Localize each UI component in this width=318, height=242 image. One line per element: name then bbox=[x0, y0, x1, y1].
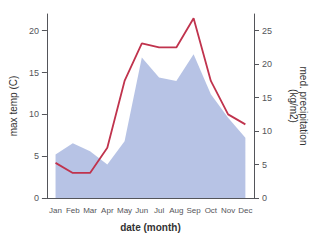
svg-text:0: 0 bbox=[34, 193, 39, 203]
svg-text:Jun: Jun bbox=[135, 206, 148, 215]
svg-text:May: May bbox=[117, 206, 132, 215]
svg-text:Mar: Mar bbox=[83, 206, 97, 215]
svg-text:Nov: Nov bbox=[221, 206, 235, 215]
svg-text:med. precipitation: med. precipitation bbox=[297, 66, 309, 146]
svg-text:Jul: Jul bbox=[154, 206, 164, 215]
svg-text:20: 20 bbox=[262, 59, 272, 69]
svg-text:20: 20 bbox=[29, 26, 39, 36]
svg-text:15: 15 bbox=[29, 68, 39, 78]
svg-text:Feb: Feb bbox=[66, 206, 80, 215]
svg-text:date (month): date (month) bbox=[120, 222, 181, 233]
svg-text:Oct: Oct bbox=[205, 206, 218, 215]
svg-text:5: 5 bbox=[34, 151, 39, 161]
svg-text:10: 10 bbox=[262, 126, 272, 136]
svg-text:max temp (C): max temp (C) bbox=[8, 76, 19, 137]
svg-text:25: 25 bbox=[262, 26, 272, 36]
svg-text:5: 5 bbox=[262, 160, 267, 170]
svg-text:15: 15 bbox=[262, 93, 272, 103]
svg-text:Apr: Apr bbox=[101, 206, 114, 215]
svg-text:Jan: Jan bbox=[49, 206, 62, 215]
svg-text:Aug: Aug bbox=[169, 206, 183, 215]
svg-text:0: 0 bbox=[262, 193, 267, 203]
svg-text:10: 10 bbox=[29, 109, 39, 119]
svg-text:Sep: Sep bbox=[186, 206, 201, 215]
svg-text:(kg/m2): (kg/m2) bbox=[288, 89, 299, 123]
svg-text:Dec: Dec bbox=[238, 206, 252, 215]
